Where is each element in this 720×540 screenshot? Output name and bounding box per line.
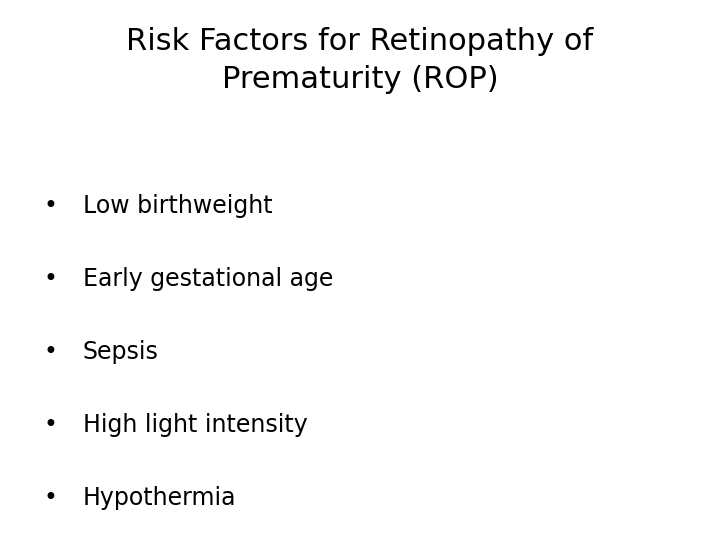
Text: Hypothermia: Hypothermia [83, 486, 236, 510]
Text: •: • [43, 413, 58, 437]
Text: Sepsis: Sepsis [83, 340, 158, 364]
Text: •: • [43, 194, 58, 218]
Text: Risk Factors for Retinopathy of
Prematurity (ROP): Risk Factors for Retinopathy of Prematur… [127, 27, 593, 94]
Text: •: • [43, 340, 58, 364]
Text: Low birthweight: Low birthweight [83, 194, 272, 218]
Text: •: • [43, 267, 58, 291]
Text: High light intensity: High light intensity [83, 413, 307, 437]
Text: Early gestational age: Early gestational age [83, 267, 333, 291]
Text: •: • [43, 486, 58, 510]
